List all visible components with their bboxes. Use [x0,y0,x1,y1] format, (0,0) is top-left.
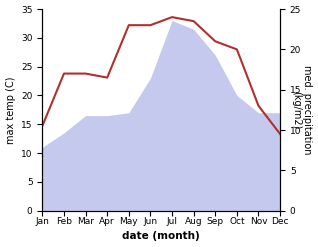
Y-axis label: max temp (C): max temp (C) [5,76,16,144]
Y-axis label: med. precipitation
(kg/m2): med. precipitation (kg/m2) [291,65,313,155]
X-axis label: date (month): date (month) [122,231,200,242]
